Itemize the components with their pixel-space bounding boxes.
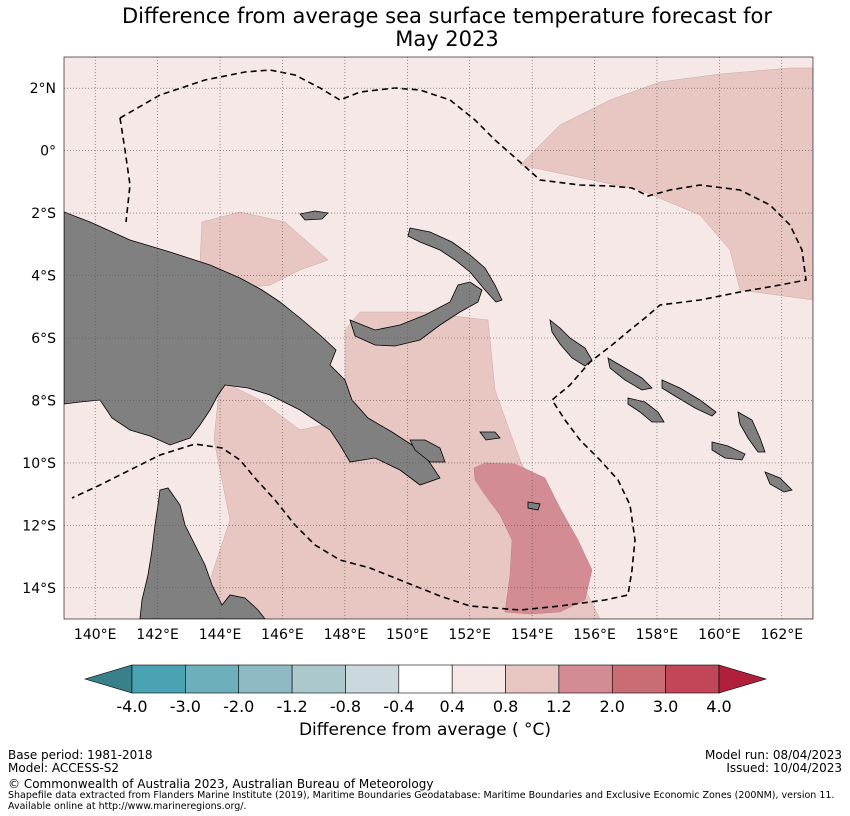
model-run: Model run: 08/04/2023	[704, 748, 842, 762]
land-solomon-6	[764, 471, 793, 493]
map-frame	[63, 56, 814, 620]
land-solomon-5	[711, 441, 746, 461]
colorbar-tick-label: -4.0	[116, 697, 147, 716]
colorbar-segment	[505, 664, 560, 694]
colorbar-tick-label: -2.0	[223, 697, 254, 716]
colorbar-tick-label: -0.8	[330, 697, 361, 716]
land-new-britain	[349, 281, 483, 347]
lat-tick-label: 4°S	[31, 269, 56, 285]
colorbar-segment	[611, 664, 666, 694]
colorbar-segment	[558, 664, 613, 694]
colorbar-tick-label: 3.0	[653, 697, 678, 716]
lat-tick-label: 6°S	[31, 331, 56, 347]
lat-tick-label: 10°S	[22, 456, 56, 472]
lon-tick-label: 154°E	[511, 627, 554, 643]
lat-tick-label: 8°S	[31, 393, 56, 409]
colorbar-label: Difference from average ( °C)	[298, 720, 552, 740]
eez-boundary	[71, 69, 807, 611]
colorbar: -4.0 -3.0 -2.0 -1.2 -0.8 -0.4 0.4 0.8 1.2 2.0 3.0 4…	[83, 664, 768, 716]
chart-title-line1: Difference from average sea surface temp…	[122, 4, 772, 28]
colorbar-tick-label: 2.0	[600, 697, 625, 716]
lon-tick-label: 148°E	[324, 627, 367, 643]
lon-tick-label: 144°E	[199, 627, 242, 643]
lat-tick-label: 2°S	[31, 206, 56, 222]
colorbar-tick-label: -0.4	[383, 697, 414, 716]
lat-tick-label: 2°N	[30, 81, 56, 97]
shapefile-credit-line2: Available online at http://www.marinereg…	[8, 801, 247, 812]
base-period: Base period: 1981-2018	[8, 748, 153, 762]
land-solomon-3	[627, 397, 665, 423]
chart-title-line2: May 2023	[395, 27, 499, 51]
lon-tick-label: 140°E	[74, 627, 117, 643]
colorbar-arrow-high	[718, 664, 768, 694]
lon-tick-label: 146°E	[261, 627, 304, 643]
lon-tick-label: 150°E	[386, 627, 429, 643]
longitude-labels: 140°E 142°E 144°E 146°E 148°E 150°E 152°E 154°E…	[74, 627, 803, 643]
colorbar-segment	[291, 664, 346, 694]
lon-tick-label: 158°E	[636, 627, 679, 643]
copyright-notice: © Commonwealth of Australia 2023, Austra…	[8, 777, 434, 791]
lon-tick-label: 152°E	[448, 627, 491, 643]
land-solomon-2	[661, 379, 717, 417]
map-gridlines	[64, 57, 813, 619]
colorbar-arrow-low	[83, 664, 133, 694]
colorbar-tick-label: -1.2	[276, 697, 307, 716]
land-new-guinea	[64, 211, 441, 486]
lat-tick-label: 14°S	[22, 581, 56, 597]
land-rossel	[527, 501, 541, 511]
land-australia-cape-york	[139, 487, 266, 619]
model-name: Model: ACCESS-S2	[8, 761, 120, 775]
shapefile-credit-line1: Shapefile data extracted from Flanders M…	[8, 790, 835, 801]
land-trobriand	[409, 439, 446, 463]
latitude-labels: 2°N 0° 2°S 4°S 6°S 8°S 10°S 12°S 14°S	[22, 81, 56, 597]
colorbar-tick-label: 0.8	[493, 697, 518, 716]
lon-tick-label: 142°E	[136, 627, 179, 643]
lon-tick-label: 160°E	[698, 627, 741, 643]
anomaly-region-strong	[473, 462, 593, 615]
lat-tick-label: 0°	[40, 144, 56, 160]
land-louisiade	[479, 431, 501, 441]
colorbar-segment	[131, 664, 186, 694]
colorbar-segment	[238, 664, 293, 694]
eez-boundary-west	[119, 117, 131, 223]
colorbar-segment	[398, 664, 453, 694]
colorbar-segment	[665, 664, 720, 694]
colorbar-tick-label: 0.4	[439, 697, 464, 716]
colorbar-tick-label: 4.0	[706, 697, 731, 716]
colorbar-tick-label: -3.0	[170, 697, 201, 716]
lon-tick-label: 162°E	[761, 627, 804, 643]
colorbar-segment	[185, 664, 240, 694]
lon-tick-label: 156°E	[573, 627, 616, 643]
land-new-ireland	[407, 227, 503, 303]
colorbar-tick-label: 1.2	[546, 697, 571, 716]
colorbar-segment	[451, 664, 506, 694]
land-solomon-1	[607, 357, 653, 391]
land-solomon-4	[737, 411, 766, 453]
colorbar-segment	[345, 664, 400, 694]
lat-tick-label: 12°S	[22, 518, 56, 534]
issued-date: Issued: 10/04/2023	[726, 761, 842, 775]
